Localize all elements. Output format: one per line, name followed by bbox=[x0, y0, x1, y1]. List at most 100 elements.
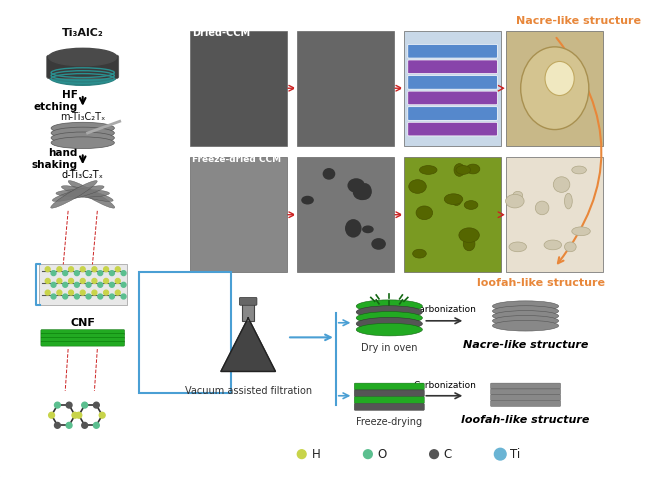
Text: Carbonization: Carbonization bbox=[414, 381, 476, 390]
Circle shape bbox=[82, 423, 87, 428]
Circle shape bbox=[80, 279, 85, 284]
Circle shape bbox=[55, 423, 60, 428]
Ellipse shape bbox=[356, 317, 422, 330]
FancyBboxPatch shape bbox=[490, 400, 560, 407]
Text: O: O bbox=[378, 448, 387, 461]
Circle shape bbox=[45, 267, 50, 271]
Ellipse shape bbox=[492, 315, 559, 326]
Circle shape bbox=[55, 402, 60, 408]
Ellipse shape bbox=[409, 180, 426, 193]
Ellipse shape bbox=[356, 306, 422, 318]
Ellipse shape bbox=[572, 166, 586, 174]
Text: Ti₃AlC₂: Ti₃AlC₂ bbox=[62, 28, 103, 38]
Circle shape bbox=[57, 290, 62, 295]
Text: C: C bbox=[444, 448, 452, 461]
Ellipse shape bbox=[413, 249, 426, 258]
Ellipse shape bbox=[358, 183, 372, 199]
Circle shape bbox=[80, 267, 85, 271]
Circle shape bbox=[121, 294, 126, 299]
Ellipse shape bbox=[356, 312, 422, 324]
FancyBboxPatch shape bbox=[506, 157, 604, 272]
Ellipse shape bbox=[51, 122, 114, 134]
Ellipse shape bbox=[301, 196, 314, 204]
Ellipse shape bbox=[51, 127, 114, 139]
Circle shape bbox=[72, 412, 78, 418]
Circle shape bbox=[69, 267, 73, 271]
Circle shape bbox=[115, 279, 120, 284]
Ellipse shape bbox=[56, 189, 109, 197]
Circle shape bbox=[63, 270, 67, 276]
Circle shape bbox=[80, 290, 85, 295]
Circle shape bbox=[494, 448, 506, 460]
Ellipse shape bbox=[356, 323, 422, 336]
FancyBboxPatch shape bbox=[239, 298, 257, 305]
Text: Freeze-drying: Freeze-drying bbox=[356, 417, 422, 427]
FancyBboxPatch shape bbox=[0, 3, 652, 480]
Ellipse shape bbox=[509, 242, 526, 252]
Ellipse shape bbox=[52, 185, 104, 201]
Circle shape bbox=[66, 402, 72, 408]
FancyBboxPatch shape bbox=[297, 31, 394, 146]
FancyBboxPatch shape bbox=[41, 329, 125, 334]
Ellipse shape bbox=[456, 166, 470, 174]
Ellipse shape bbox=[323, 168, 336, 180]
FancyBboxPatch shape bbox=[41, 341, 125, 346]
Ellipse shape bbox=[353, 185, 372, 200]
FancyBboxPatch shape bbox=[354, 383, 424, 390]
Text: Nacre-like structure: Nacre-like structure bbox=[516, 16, 641, 26]
FancyBboxPatch shape bbox=[354, 390, 424, 397]
Circle shape bbox=[51, 283, 56, 287]
FancyBboxPatch shape bbox=[408, 44, 498, 58]
Circle shape bbox=[51, 294, 56, 299]
Text: Vacuum assisted filtration: Vacuum assisted filtration bbox=[185, 386, 311, 396]
Ellipse shape bbox=[536, 201, 549, 215]
FancyBboxPatch shape bbox=[354, 397, 424, 403]
Ellipse shape bbox=[564, 193, 572, 209]
FancyBboxPatch shape bbox=[47, 55, 119, 78]
Text: Freeze-dried CCM: Freeze-dried CCM bbox=[191, 155, 281, 164]
Ellipse shape bbox=[356, 300, 422, 313]
Circle shape bbox=[86, 283, 91, 287]
FancyBboxPatch shape bbox=[41, 337, 125, 342]
Circle shape bbox=[86, 294, 91, 299]
Ellipse shape bbox=[51, 181, 97, 208]
FancyBboxPatch shape bbox=[408, 60, 498, 73]
Ellipse shape bbox=[492, 301, 559, 312]
Circle shape bbox=[45, 279, 50, 284]
Circle shape bbox=[109, 270, 114, 276]
FancyBboxPatch shape bbox=[41, 333, 125, 338]
FancyBboxPatch shape bbox=[297, 157, 394, 272]
FancyBboxPatch shape bbox=[190, 31, 287, 146]
Circle shape bbox=[92, 267, 97, 271]
Ellipse shape bbox=[492, 320, 559, 331]
Ellipse shape bbox=[545, 61, 574, 96]
Circle shape bbox=[99, 412, 105, 418]
Text: m-Ti₃C₂Tₓ: m-Ti₃C₂Tₓ bbox=[60, 112, 105, 122]
Circle shape bbox=[57, 267, 62, 271]
Ellipse shape bbox=[420, 166, 437, 174]
Text: HF
etching: HF etching bbox=[33, 90, 78, 112]
Ellipse shape bbox=[372, 238, 386, 250]
Ellipse shape bbox=[416, 206, 433, 220]
Ellipse shape bbox=[464, 237, 475, 251]
Ellipse shape bbox=[345, 219, 362, 238]
FancyBboxPatch shape bbox=[404, 157, 501, 272]
Ellipse shape bbox=[544, 240, 562, 250]
Circle shape bbox=[49, 412, 55, 418]
Circle shape bbox=[93, 402, 99, 408]
FancyBboxPatch shape bbox=[190, 157, 287, 272]
Circle shape bbox=[69, 290, 73, 295]
FancyBboxPatch shape bbox=[408, 122, 498, 136]
Circle shape bbox=[103, 290, 109, 295]
Text: d-Ti₃C₂Tₓ: d-Ti₃C₂Tₓ bbox=[62, 170, 104, 180]
FancyBboxPatch shape bbox=[506, 31, 604, 146]
Circle shape bbox=[57, 279, 62, 284]
Text: loofah-like structure: loofah-like structure bbox=[477, 278, 605, 288]
FancyBboxPatch shape bbox=[354, 403, 424, 411]
FancyBboxPatch shape bbox=[490, 389, 560, 395]
Ellipse shape bbox=[51, 132, 114, 143]
Ellipse shape bbox=[362, 226, 374, 233]
Ellipse shape bbox=[444, 194, 463, 204]
Circle shape bbox=[92, 279, 97, 284]
Circle shape bbox=[121, 283, 126, 287]
